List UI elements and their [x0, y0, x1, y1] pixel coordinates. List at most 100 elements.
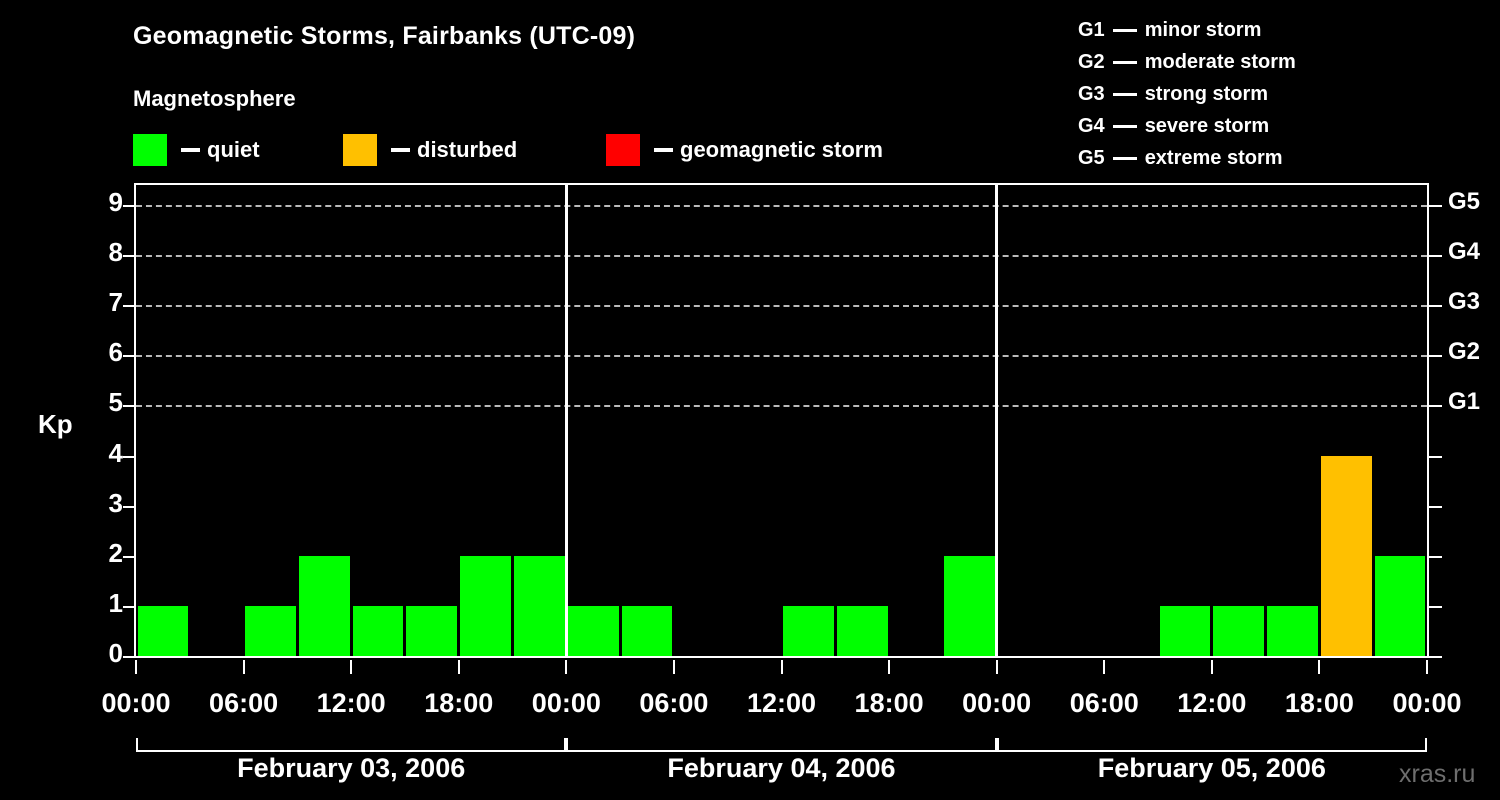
gscale-legend-row-g3: G3 strong storm	[1078, 78, 1296, 110]
bar-day1-bin5	[352, 605, 404, 656]
gridline-kp-9	[136, 205, 1427, 208]
y-axis-title: Kp	[38, 409, 73, 439]
legend-item-1: disturbed	[343, 133, 517, 167]
day-label-1: February 03, 2006	[237, 753, 466, 783]
day-divider-1	[564, 185, 568, 656]
gscale-dash-icon	[1112, 60, 1137, 64]
gridline-kp-6	[136, 355, 1427, 358]
x-tick-label-5: 06:00	[639, 688, 709, 718]
x-tick-label-6: 12:00	[746, 688, 817, 718]
bar-day2-bin5	[783, 605, 834, 656]
x-tick-label-12: 00:00	[1392, 688, 1462, 718]
gridline-kp-5	[136, 405, 1427, 408]
gscale-dash-icon	[1112, 124, 1137, 128]
bar-day2-bin2	[621, 605, 673, 656]
x-tick-label-2: 12:00	[316, 688, 386, 718]
x-tick-mark-0	[135, 660, 137, 674]
legend-item-2: geomagnetic storm	[606, 133, 883, 167]
y-tick-label-4: 4	[108, 437, 123, 468]
g-axis-label-g2: G2	[1448, 338, 1481, 366]
bar-day3-bin6	[1267, 605, 1318, 656]
bar-day3-bin4	[1159, 605, 1211, 656]
storm-swatch	[606, 134, 640, 166]
g-axis-label-g1: G1	[1448, 388, 1481, 416]
y-tick-label-8: 8	[108, 237, 123, 268]
gscale-code: G5	[1078, 146, 1105, 169]
y-tick-mark-0	[123, 656, 134, 658]
gscale-description: extreme storm	[1144, 146, 1283, 169]
disturbed-swatch	[343, 134, 377, 166]
x-tick-mark-7	[888, 660, 891, 674]
gscale-description: strong storm	[1144, 82, 1269, 105]
watermark: xras.ru	[1399, 760, 1476, 788]
right-tick-mark-kp-2	[1429, 555, 1442, 558]
y-tick-mark-8	[123, 255, 134, 258]
day-bracket-3	[996, 738, 1427, 752]
x-tick-mark-6	[780, 660, 783, 674]
gscale-dash-icon	[1112, 92, 1137, 96]
x-tick-mark-4	[565, 660, 568, 674]
y-tick-mark-2	[123, 555, 134, 558]
bar-day1-bin8	[514, 555, 565, 656]
legend-item-0: quiet	[133, 133, 260, 167]
y-tick-label-3: 3	[108, 487, 123, 518]
y-tick-label-2: 2	[108, 537, 123, 568]
y-tick-mark-1	[123, 605, 134, 608]
y-tick-mark-5	[123, 405, 134, 408]
bar-day2-bin1	[567, 605, 619, 656]
gscale-legend-row-g5: G5 extreme storm	[1078, 142, 1296, 174]
x-tick-mark-5	[672, 660, 675, 674]
gscale-description: severe storm	[1144, 114, 1270, 137]
y-tick-mark-4	[123, 455, 134, 458]
x-tick-mark-1	[242, 660, 245, 674]
legend-label: quiet	[207, 137, 260, 162]
legend-label: geomagnetic storm	[680, 137, 883, 162]
x-tick-label-10: 12:00	[1177, 688, 1247, 718]
bar-day3-bin8	[1374, 555, 1426, 656]
gscale-legend-row-g4: G4 severe storm	[1078, 110, 1296, 142]
right-tick-mark-kp-9	[1429, 205, 1442, 208]
bar-day1-bin7	[460, 555, 512, 656]
gridline-kp-8	[136, 255, 1427, 258]
right-tick-mark-kp-5	[1429, 405, 1442, 408]
g-axis-label-g5: G5	[1448, 188, 1481, 216]
gscale-description: minor storm	[1144, 18, 1262, 41]
g-axis-label-g3: G3	[1448, 288, 1481, 316]
x-tick-label-4: 00:00	[531, 688, 601, 718]
page-title: Geomagnetic Storms, Fairbanks (UTC-09)	[133, 22, 636, 50]
right-tick-mark-kp-8	[1429, 255, 1442, 258]
x-tick-mark-11	[1318, 660, 1321, 674]
y-tick-label-6: 6	[108, 337, 123, 368]
x-tick-label-1: 06:00	[209, 688, 279, 718]
bar-day1-bin1	[137, 605, 189, 656]
x-tick-label-9: 06:00	[1069, 688, 1139, 718]
day-label-3: February 05, 2006	[1097, 753, 1326, 783]
y-tick-label-9: 9	[108, 187, 123, 218]
y-tick-label-0: 0	[108, 638, 123, 668]
gscale-dash-icon	[1112, 156, 1137, 160]
day-bracket-1	[136, 738, 567, 752]
right-tick-mark-kp-0	[1429, 656, 1442, 658]
bar-day3-bin5	[1213, 605, 1265, 656]
legend-dash-icon	[181, 148, 200, 152]
gscale-description: moderate storm	[1144, 50, 1296, 73]
right-tick-mark-kp-7	[1429, 305, 1442, 308]
bar-day3-bin7	[1320, 455, 1372, 656]
gscale-code: G4	[1078, 114, 1105, 137]
plot-area	[134, 183, 1429, 658]
bar-day1-bin3	[245, 605, 296, 656]
x-tick-mark-2	[350, 660, 353, 674]
legend-label: disturbed	[417, 137, 518, 162]
quiet-swatch	[133, 134, 167, 166]
series-name-label: Magnetosphere	[133, 86, 296, 111]
legend-dash-icon	[654, 148, 673, 152]
y-tick-label-7: 7	[108, 287, 123, 318]
x-tick-mark-10	[1210, 660, 1213, 674]
bar-day1-bin6	[406, 605, 458, 656]
day-bracket-2	[566, 738, 997, 752]
x-tick-mark-9	[1103, 660, 1106, 674]
right-tick-mark-kp-4	[1429, 455, 1442, 458]
x-tick-label-0: 00:00	[101, 688, 171, 718]
x-tick-label-3: 18:00	[424, 688, 494, 718]
